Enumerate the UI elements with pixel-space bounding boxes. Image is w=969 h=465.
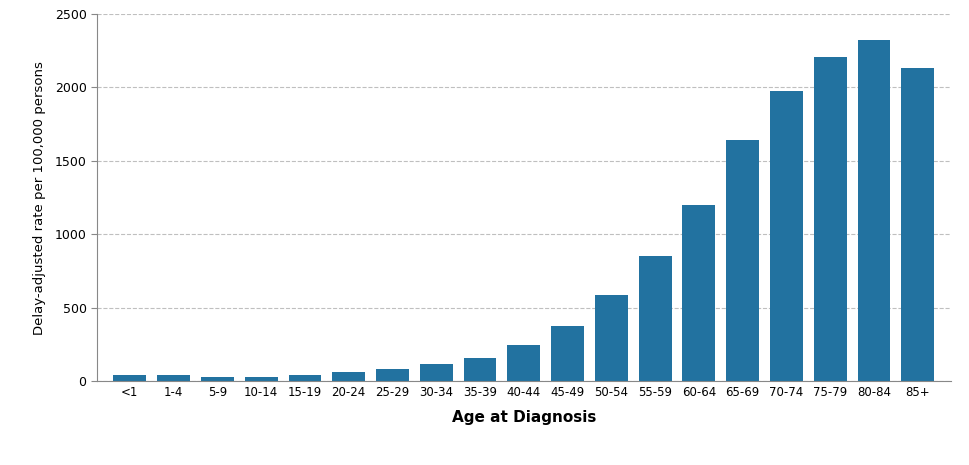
Bar	[157, 375, 190, 381]
Bar	[900, 68, 933, 381]
X-axis label: Age at Diagnosis: Age at Diagnosis	[452, 410, 595, 425]
Bar	[201, 377, 234, 381]
Bar	[244, 377, 277, 381]
Bar	[550, 326, 583, 381]
Bar	[376, 369, 409, 381]
Bar	[507, 345, 540, 381]
Bar	[638, 256, 671, 381]
Bar	[420, 365, 453, 381]
Bar	[813, 57, 846, 381]
Bar	[594, 295, 627, 381]
Bar	[288, 375, 321, 381]
Bar	[113, 375, 146, 381]
Bar	[682, 205, 714, 381]
Bar	[726, 140, 759, 381]
Bar	[463, 358, 496, 381]
Bar	[769, 91, 802, 381]
Bar	[332, 372, 364, 381]
Bar	[857, 40, 890, 381]
Y-axis label: Delay-adjusted rate per 100,000 persons: Delay-adjusted rate per 100,000 persons	[33, 61, 47, 334]
